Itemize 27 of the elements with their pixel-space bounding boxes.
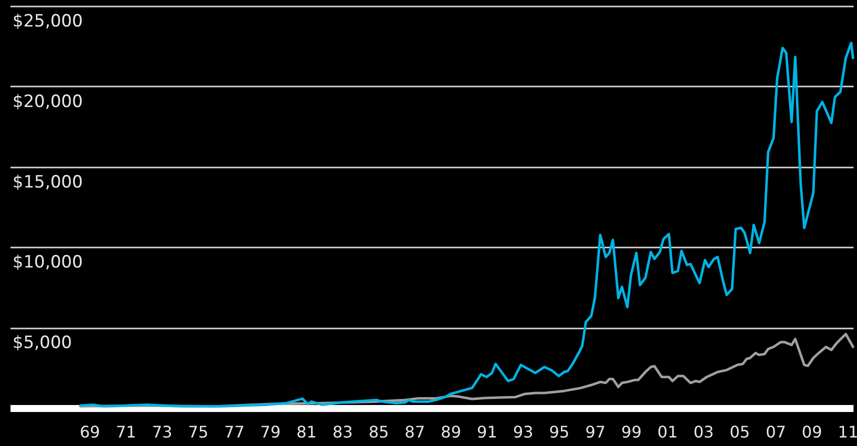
x-tick-label: 79 [260,422,281,442]
x-tick-label: 91 [476,422,498,442]
x-tick-label: 09 [802,422,822,442]
x-tick-label: 11 [838,422,857,442]
x-tick-label: 97 [585,422,606,442]
y-tick-label: $15,000 [12,172,83,192]
x-tick-label: 81 [296,422,317,442]
x-tick-label: 95 [549,422,570,442]
x-tick-label: 03 [693,422,714,442]
x-tick-label: 83 [332,422,353,442]
x-tick-label: 01 [657,422,678,442]
x-tick-label: 89 [440,422,462,442]
x-tick-label: 07 [766,422,786,442]
x-tick-label: 05 [730,422,750,442]
x-tick-label: 99 [621,422,642,442]
x-tick-label: 85 [368,422,389,442]
x-tick-label: 73 [152,422,172,442]
x-tick-label: 87 [404,422,426,442]
x-tick-label: 93 [512,422,534,442]
x-tick-label: 71 [116,422,136,442]
x-tick-label: 77 [224,422,245,442]
y-tick-label: $5,000 [12,333,72,354]
y-tick-label: $25,000 [12,12,83,32]
x-tick-label: 69 [80,422,100,442]
y-tick-label: $10,000 [12,252,83,273]
y-tick-label: $20,000 [12,92,83,112]
x-tick-label: 75 [188,422,208,442]
